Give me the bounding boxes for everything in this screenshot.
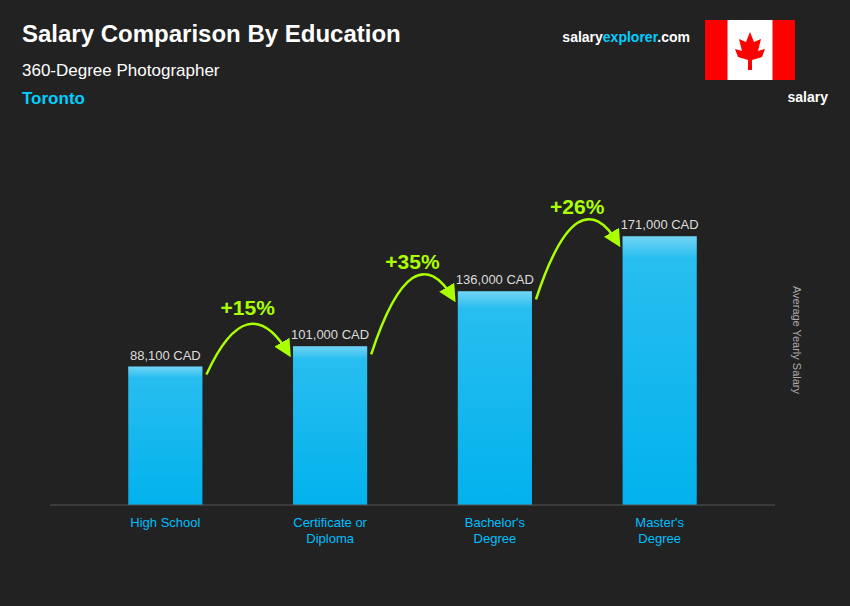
x-tick-label-line: Bachelor's (465, 515, 526, 530)
x-tick-label-line: Degree (474, 531, 517, 546)
logo: salaryexplorer.com (562, 29, 690, 45)
flag-stripe (773, 20, 796, 80)
x-tick-label-line: Certificate or (293, 515, 367, 530)
y-axis-label: Average Yearly Salary (791, 286, 803, 395)
background (0, 0, 850, 606)
chart-container: Salary Comparison By Education 360-Degree… (0, 0, 850, 606)
change-arrow (206, 324, 289, 375)
subtitle: 360-Degree Photographer (22, 61, 220, 80)
change-arrow (536, 219, 619, 299)
bar-highlight (293, 346, 367, 505)
chart-svg: Salary Comparison By Education 360-Degree… (0, 0, 850, 606)
x-axis-line (50, 505, 775, 506)
logo-part: .com (657, 29, 690, 45)
subtitle: Toronto (22, 89, 85, 108)
x-tick-label-line: Degree (638, 531, 681, 546)
bar (293, 346, 367, 505)
x-tick-label: Bachelor'sDegree (465, 515, 526, 546)
logo-part: salary (562, 29, 603, 45)
x-tick-label-line: Master's (635, 515, 684, 530)
x-tick-label-line: High School (130, 515, 200, 530)
change-label: +15% (221, 296, 276, 319)
x-tick-label: High School (130, 515, 200, 530)
change-label: +35% (385, 250, 440, 273)
flag-leaf (735, 32, 765, 70)
bar (128, 367, 202, 505)
bar-highlight (623, 236, 697, 505)
data-label: 88,100 CAD (130, 348, 201, 363)
change-arrow (371, 274, 454, 354)
flag-field (705, 20, 795, 80)
bar (458, 291, 532, 505)
x-tick-label: Certificate orDiploma (293, 515, 367, 546)
change-label: +26% (550, 195, 605, 218)
flag-stripe (705, 20, 728, 80)
bars (128, 236, 696, 505)
logo-part: explorer (603, 29, 659, 45)
data-label: 101,000 CAD (291, 327, 369, 342)
title: Salary Comparison By Education (22, 20, 401, 47)
bar-highlight (128, 367, 202, 505)
data-label: 171,000 CAD (621, 217, 699, 232)
bar (623, 236, 697, 505)
bar-highlight (458, 291, 532, 505)
x-tick-label-line: Diploma (306, 531, 354, 546)
x-tick-label: Master'sDegree (635, 515, 684, 546)
header-text: salary (788, 89, 829, 105)
flag (705, 20, 795, 80)
data-label: 136,000 CAD (456, 272, 534, 287)
